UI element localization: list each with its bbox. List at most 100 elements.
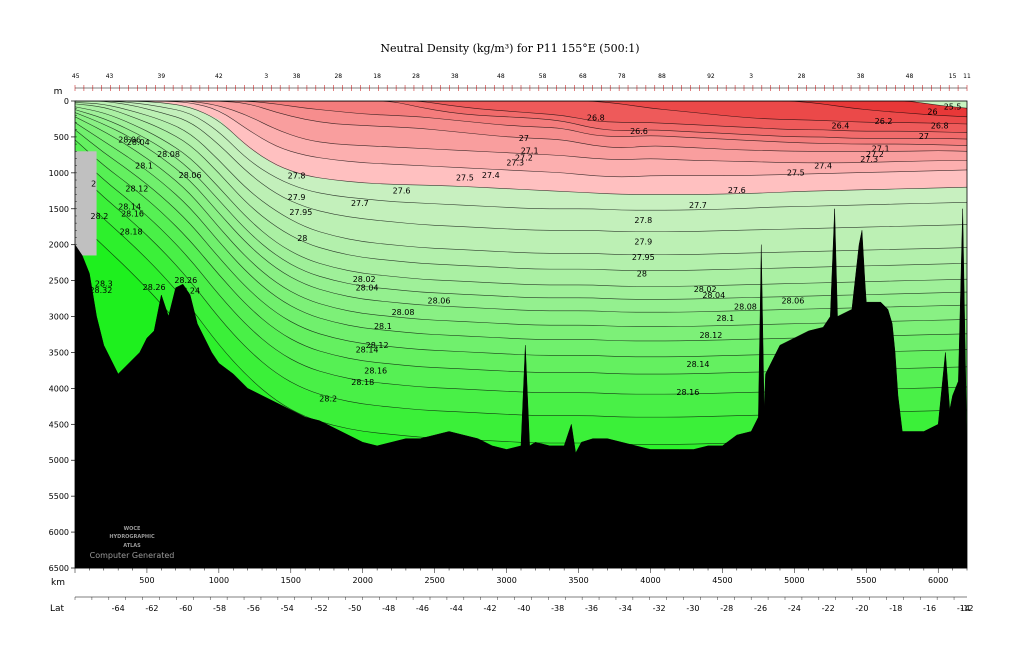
station-number: 15 bbox=[949, 73, 957, 80]
contour-label: 27.7 bbox=[689, 201, 707, 210]
contour-label: 27.8 bbox=[288, 172, 306, 181]
latitude-tick-label: -30 bbox=[686, 604, 699, 613]
distance-tick-label: 500 bbox=[139, 576, 154, 585]
depth-tick-label: 5500 bbox=[49, 492, 69, 501]
contour-label: 27.3 bbox=[860, 155, 878, 164]
distance-tick-label: 3000 bbox=[496, 576, 516, 585]
contour-line-27.6 bbox=[75, 101, 967, 195]
station-number: 48 bbox=[906, 73, 914, 80]
station-number: 28 bbox=[412, 73, 420, 80]
contour-label: 28.2 bbox=[91, 212, 109, 221]
contour-label: 28.06 bbox=[781, 297, 804, 306]
latitude-tick-label: -52 bbox=[314, 604, 327, 613]
contour-label: 27.1 bbox=[872, 144, 890, 153]
latitude-tick-label: -54 bbox=[281, 604, 294, 613]
contour-line-28 bbox=[75, 106, 967, 287]
latitude-axis-label: Lat bbox=[50, 604, 65, 614]
distance-tick-label: 2000 bbox=[353, 576, 373, 585]
sea-floor-profile bbox=[75, 208, 967, 568]
contour-label: 2 bbox=[91, 179, 96, 188]
depth-tick-label: 4000 bbox=[49, 384, 69, 393]
station-number: 43 bbox=[106, 73, 114, 80]
contour-label: 27.7 bbox=[351, 199, 369, 208]
depth-tick-label: 4500 bbox=[49, 420, 69, 429]
latitude-tick-label: -42 bbox=[484, 604, 497, 613]
contour-label: 26.8 bbox=[587, 113, 605, 122]
latitude-tick-label: -46 bbox=[416, 604, 429, 613]
contour-label: 28 bbox=[637, 269, 647, 278]
depth-tick-label: 3000 bbox=[49, 313, 69, 322]
contour-line-27.2 bbox=[75, 101, 967, 164]
distance-tick-label: 2500 bbox=[424, 576, 444, 585]
station-number: 3 bbox=[749, 73, 753, 80]
depth-tick-label: 2500 bbox=[49, 277, 69, 286]
contour-label: 27.8 bbox=[634, 216, 652, 225]
logo-line-atlas: ATLAS bbox=[123, 543, 141, 549]
latitude-tick-label: -22 bbox=[822, 604, 835, 613]
contour-label: 27 bbox=[919, 132, 929, 141]
contour-line-27.8 bbox=[75, 101, 967, 233]
latitude-tick-label: -50 bbox=[348, 604, 361, 613]
contour-label: 27.95 bbox=[289, 208, 312, 217]
contour-label: 28.06 bbox=[118, 136, 141, 145]
station-number: 3 bbox=[264, 73, 268, 80]
contour-label: 27.5 bbox=[456, 174, 474, 183]
depth-tick-label: 6500 bbox=[49, 564, 69, 573]
distance-axis: 500 1000 1500 2000 2500 3000 3500 4000 4500 5000 5… bbox=[74, 567, 968, 585]
contour-label: 28.04 bbox=[127, 138, 150, 147]
station-number: 58 bbox=[539, 73, 547, 80]
contour-line-26.4 bbox=[75, 101, 967, 133]
latitude-tick-label: -36 bbox=[585, 604, 598, 613]
logo-computer-generated: Computer Generated bbox=[90, 551, 175, 560]
contour-label: 28.08 bbox=[734, 302, 757, 311]
contour-label: 27.1 bbox=[521, 146, 539, 155]
depth-tick-label: 500 bbox=[54, 133, 69, 142]
missing-data-south bbox=[75, 151, 97, 256]
depth-tick-label: 2000 bbox=[49, 241, 69, 250]
contour-label: 27.3 bbox=[506, 159, 524, 168]
latitude-tick-label: -20 bbox=[855, 604, 868, 613]
latitude-tick-label: -48 bbox=[382, 604, 395, 613]
contour-label: 28.14 bbox=[356, 345, 379, 354]
latitude-tick-label: -56 bbox=[247, 604, 260, 613]
contour-label: 28.12 bbox=[699, 331, 722, 340]
station-number: 11 bbox=[963, 73, 971, 80]
chart-title: Neutral Density (kg/m³) for P11 155°E (5… bbox=[380, 42, 639, 55]
contour-label: 27.6 bbox=[728, 186, 746, 195]
latitude-tick-label: -62 bbox=[145, 604, 158, 613]
contour-line-27.4 bbox=[75, 101, 967, 178]
contour-label: 27.2 bbox=[515, 154, 533, 163]
station-number: 45 bbox=[72, 73, 80, 80]
depth-axis: 0 500 1000 1500 2000 2500 3000 3500 4000 4500 5000… bbox=[49, 97, 77, 573]
contour-label: 27.6 bbox=[393, 187, 411, 196]
station-number: 68 bbox=[579, 73, 587, 80]
contour-label: 27 bbox=[519, 134, 529, 143]
latitude-tick-label: -28 bbox=[720, 604, 733, 613]
latitude-tick-label: -12 bbox=[960, 604, 973, 613]
station-number: 28 bbox=[798, 73, 806, 80]
contour-label: 26 bbox=[927, 108, 937, 117]
distance-tick-label: 5500 bbox=[856, 576, 876, 585]
latitude-tick-label: -24 bbox=[788, 604, 801, 613]
distance-tick-label: 1000 bbox=[209, 576, 229, 585]
distance-tick-label: 6000 bbox=[928, 576, 948, 585]
sea-floor bbox=[75, 208, 967, 568]
contour-label: 28.12 bbox=[366, 341, 389, 350]
latitude-tick-label: -38 bbox=[551, 604, 564, 613]
woce-atlas-logo: WOCE HYDROGRAPHIC ATLAS Computer Generat… bbox=[90, 526, 175, 560]
latitude-tick-label: -32 bbox=[653, 604, 666, 613]
contour-line-28.02 bbox=[75, 109, 967, 300]
contour-label: 26.2 bbox=[875, 117, 893, 126]
contour-label: 27.4 bbox=[482, 171, 500, 180]
depth-tick-label: 0 bbox=[64, 97, 69, 106]
latitude-axis: -64 -62 -60 -58 -56 -54 -52 -50 -48 -46 -44 -42 -40 -… bbox=[74, 596, 974, 613]
contour-label: 27.9 bbox=[634, 238, 652, 247]
depth-axis-unit: m bbox=[54, 87, 63, 97]
contour-label: 28.26 bbox=[143, 283, 166, 292]
contour-label: 28.16 bbox=[121, 210, 144, 219]
contour-label: 27.95 bbox=[632, 253, 655, 262]
depth-tick-label: 6000 bbox=[49, 528, 69, 537]
contour-label: 28.16 bbox=[364, 366, 387, 375]
